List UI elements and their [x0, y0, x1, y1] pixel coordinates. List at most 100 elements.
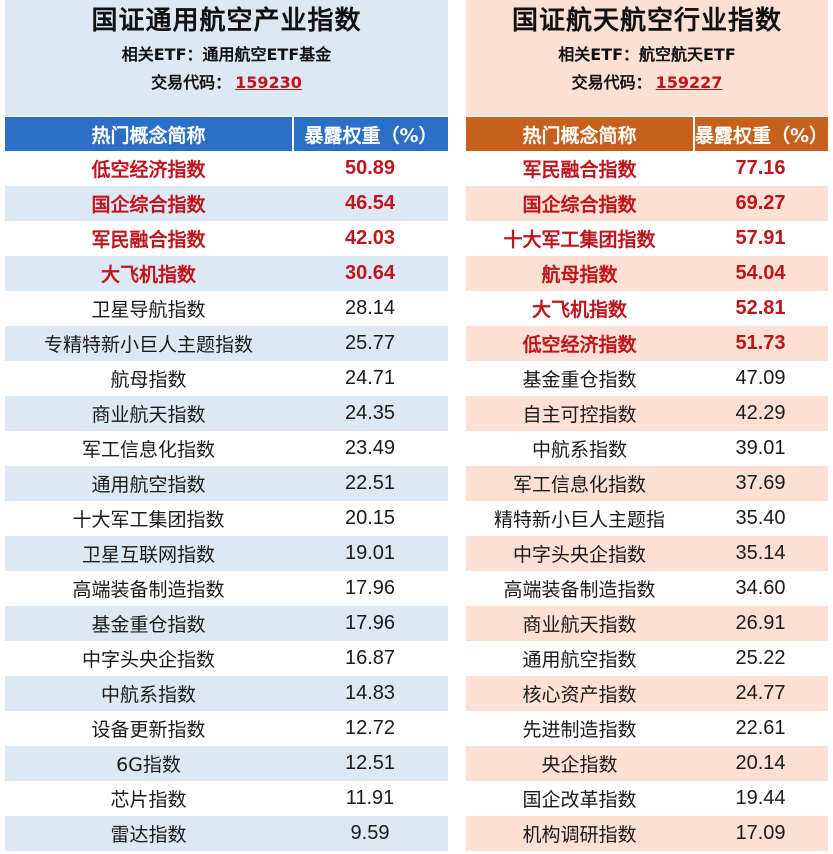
concept-name-cell: 中航系指数	[100, 684, 196, 706]
weight-value-cell: 9.59	[350, 822, 390, 844]
concept-name-cell: 精特新小巨人主题指	[493, 509, 665, 531]
weight-value-cell: 35.14	[735, 542, 786, 564]
concept-name-cell: 芯片指数	[110, 789, 187, 811]
concept-name-cell: 军民融合指数	[91, 229, 206, 251]
table-row: 国企改革指数 19.44	[466, 781, 828, 816]
weight-value-cell: 51.73	[735, 332, 786, 354]
weight-value-cell: 50.89	[344, 157, 396, 179]
weight-value-cell: 42.03	[344, 227, 396, 249]
table-row: 自主可控指数 42.29	[466, 396, 828, 431]
concept-name-cell: 通用航空指数	[91, 474, 206, 496]
weight-value-cell: 37.69	[735, 472, 786, 494]
trade-code-number: 159227	[655, 73, 723, 92]
weight-value-cell: 20.15	[344, 507, 396, 529]
table-title: 国证通用航空产业指数	[91, 6, 362, 36]
weight-value-cell: 47.09	[735, 367, 786, 389]
weight-value-cell: 11.91	[345, 787, 395, 809]
concept-name-cell: 低空经济指数	[91, 159, 206, 181]
weight-value-cell: 22.61	[735, 717, 786, 739]
table-row: 中字头央企指数 35.14	[466, 536, 828, 571]
table-row: 中航系指数 39.01	[466, 431, 828, 466]
concept-name-cell: 卫星互联网指数	[81, 544, 215, 566]
table-row: 商业航天指数 26.91	[466, 606, 828, 641]
trade-code: 交易代码： 159227	[466, 74, 828, 92]
concept-name-cell: 6G指数	[116, 754, 181, 776]
etf-label: 相关ETF：航空航天ETF	[558, 45, 736, 64]
table-row: 6G指数 12.51	[5, 746, 448, 781]
concept-name-cell: 商业航天指数	[91, 404, 206, 426]
table-header: 国证航天航空行业指数 相关ETF：航空航天ETF 交易代码： 159227	[466, 0, 828, 116]
concept-name-cell: 中字头央企指数	[81, 649, 215, 671]
weight-value-cell: 24.35	[344, 402, 396, 424]
concept-name-cell: 十大军工集团指数	[72, 509, 225, 531]
trade-code: 交易代码： 159230	[5, 74, 448, 92]
concept-name-cell: 自主可控指数	[522, 404, 637, 426]
table-row: 军民融合指数 42.03	[5, 221, 448, 256]
concept-name-cell: 军工信息化指数	[81, 439, 215, 461]
weight-value-cell: 19.44	[735, 787, 786, 809]
column-header-weight: 暴露权重（%）	[294, 117, 448, 151]
trade-code-number: 159230	[235, 73, 302, 92]
weight-value-cell: 24.77	[735, 682, 786, 704]
table-row: 核心资产指数 24.77	[466, 676, 828, 711]
table-body: 军民融合指数 77.16 国企综合指数 69.27 十大军工集团指数 57.91 航母指数 5…	[466, 151, 828, 851]
concept-name-cell: 高端装备制造指数	[503, 579, 656, 601]
concept-name-cell: 核心资产指数	[522, 684, 637, 706]
concept-name-cell: 航母指数	[541, 264, 618, 286]
concept-name-cell: 低空经济指数	[522, 334, 637, 356]
column-headers: 热门概念简称 暴露权重（%）	[466, 117, 828, 151]
table-row: 卫星导航指数 28.14	[5, 291, 448, 326]
weight-value-cell: 35.40	[735, 507, 786, 529]
etf-label: 相关ETF：通用航空ETF基金	[121, 45, 332, 64]
concept-name-cell: 国企改革指数	[522, 789, 637, 811]
table-row: 低空经济指数 51.73	[466, 326, 828, 361]
concept-name-cell: 央企指数	[541, 754, 618, 776]
weight-value-cell: 54.04	[735, 262, 786, 284]
weight-value-cell: 22.51	[344, 472, 396, 494]
concept-name-cell: 专精特新小巨人主题指数	[43, 334, 253, 356]
weight-value-cell: 46.54	[344, 192, 396, 214]
table-aerospace: 国证航天航空行业指数 相关ETF：航空航天ETF 交易代码： 159227 热门概…	[466, 0, 828, 851]
concept-name-cell: 国企综合指数	[91, 194, 206, 216]
concept-name-cell: 设备更新指数	[91, 719, 206, 741]
column-header-concept: 热门概念简称	[5, 117, 292, 151]
table-row: 大飞机指数 52.81	[466, 291, 828, 326]
table-row: 低空经济指数 50.89	[5, 151, 448, 186]
weight-value-cell: 12.72	[344, 717, 396, 739]
concept-name-cell: 基金重仓指数	[522, 369, 637, 391]
concept-name-cell: 卫星导航指数	[91, 299, 206, 321]
weight-value-cell: 14.83	[344, 682, 396, 704]
table-general-aviation: 国证通用航空产业指数 相关ETF：通用航空ETF基金 交易代码： 159230 热…	[5, 0, 448, 851]
concept-name-cell: 雷达指数	[110, 824, 187, 846]
table-row: 设备更新指数 12.72	[5, 711, 448, 746]
concept-name-cell: 军民融合指数	[522, 159, 637, 181]
weight-value-cell: 42.29	[735, 402, 786, 424]
table-row: 卫星互联网指数 19.01	[5, 536, 448, 571]
weight-value-cell: 17.96	[344, 577, 396, 599]
weight-value-cell: 39.01	[735, 437, 786, 459]
concept-name-cell: 中字头央企指数	[512, 544, 646, 566]
weight-value-cell: 25.77	[344, 332, 396, 354]
table-row: 专精特新小巨人主题指数 25.77	[5, 326, 448, 361]
concept-name-cell: 机构调研指数	[522, 824, 637, 846]
concept-name-cell: 基金重仓指数	[91, 614, 206, 636]
table-row: 十大军工集团指数 20.15	[5, 501, 448, 536]
weight-value-cell: 26.91	[735, 612, 786, 634]
concept-name-cell: 大飞机指数	[100, 264, 196, 286]
table-row: 基金重仓指数 17.96	[5, 606, 448, 641]
table-row: 军民融合指数 77.16	[466, 151, 828, 186]
table-row: 中航系指数 14.83	[5, 676, 448, 711]
column-headers: 热门概念简称 暴露权重（%）	[5, 117, 448, 151]
weight-value-cell: 23.49	[344, 437, 396, 459]
table-row: 雷达指数 9.59	[5, 816, 448, 851]
table-row: 大飞机指数 30.64	[5, 256, 448, 291]
weight-value-cell: 19.01	[344, 542, 396, 564]
table-title: 国证航天航空行业指数	[511, 6, 782, 36]
concept-name-cell: 军工信息化指数	[512, 474, 646, 496]
concept-name-cell: 高端装备制造指数	[72, 579, 225, 601]
trade-code-prefix: 交易代码：	[151, 73, 232, 92]
concept-name-cell: 中航系指数	[531, 439, 627, 461]
weight-value-cell: 28.14	[344, 297, 396, 319]
weight-value-cell: 17.09	[735, 822, 786, 844]
table-row: 央企指数 20.14	[466, 746, 828, 781]
